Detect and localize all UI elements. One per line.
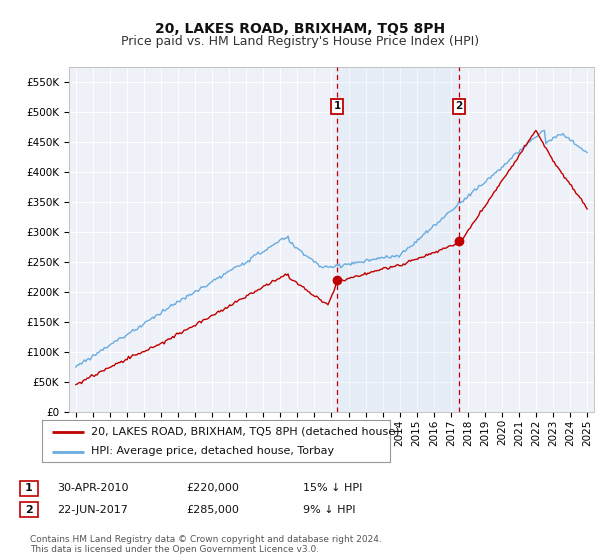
Text: Contains HM Land Registry data © Crown copyright and database right 2024.
This d: Contains HM Land Registry data © Crown c… xyxy=(30,535,382,554)
Bar xyxy=(337,67,459,412)
Text: 1: 1 xyxy=(334,101,341,111)
Text: HPI: Average price, detached house, Torbay: HPI: Average price, detached house, Torb… xyxy=(91,446,334,456)
Text: 2: 2 xyxy=(25,505,32,515)
Text: 30-APR-2010: 30-APR-2010 xyxy=(57,483,128,493)
Text: 15% ↓ HPI: 15% ↓ HPI xyxy=(303,483,362,493)
Text: 20, LAKES ROAD, BRIXHAM, TQ5 8PH (detached house): 20, LAKES ROAD, BRIXHAM, TQ5 8PH (detach… xyxy=(91,427,399,437)
Text: 9% ↓ HPI: 9% ↓ HPI xyxy=(303,505,355,515)
Text: £220,000: £220,000 xyxy=(186,483,239,493)
Text: 2: 2 xyxy=(455,101,463,111)
Text: 1: 1 xyxy=(25,483,32,493)
Text: Price paid vs. HM Land Registry's House Price Index (HPI): Price paid vs. HM Land Registry's House … xyxy=(121,35,479,48)
Text: 20, LAKES ROAD, BRIXHAM, TQ5 8PH: 20, LAKES ROAD, BRIXHAM, TQ5 8PH xyxy=(155,22,445,36)
Text: £285,000: £285,000 xyxy=(186,505,239,515)
Text: 22-JUN-2017: 22-JUN-2017 xyxy=(57,505,128,515)
